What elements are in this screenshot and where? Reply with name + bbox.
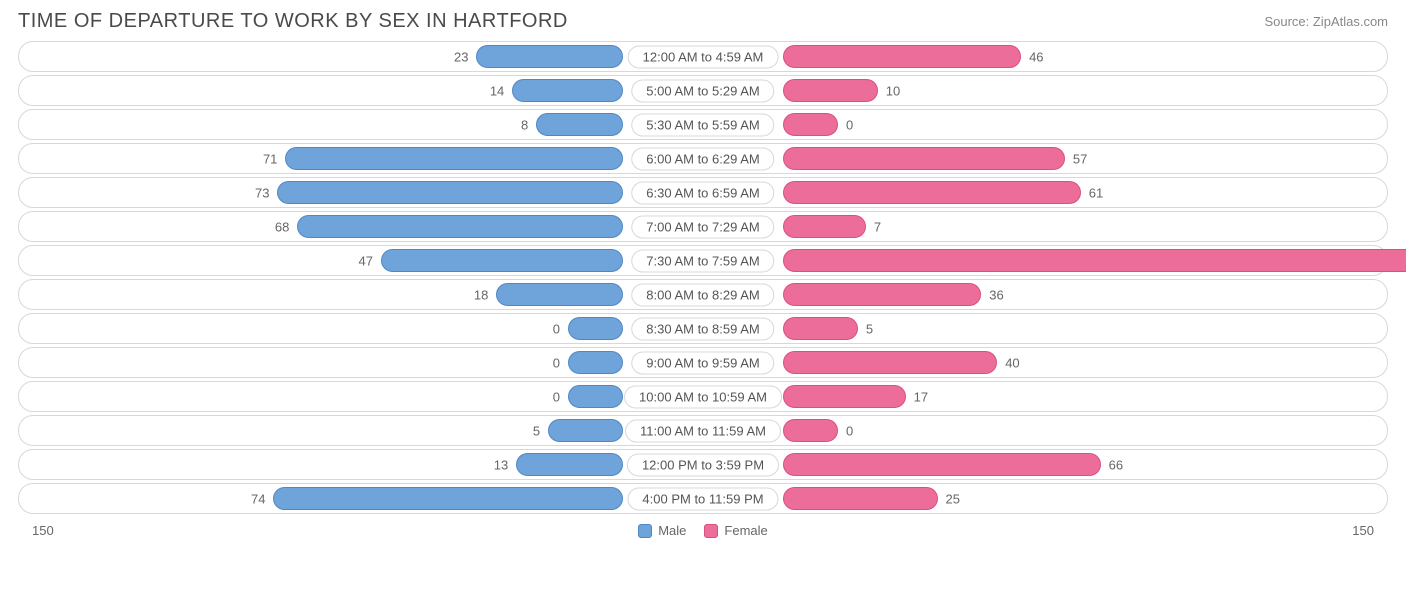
value-label-male: 18 (474, 287, 488, 302)
swatch-female-icon (704, 524, 718, 538)
value-label-female: 40 (1005, 355, 1019, 370)
value-label-female: 10 (886, 83, 900, 98)
value-label-female: 57 (1073, 151, 1087, 166)
bar-male (516, 453, 623, 476)
legend-label-female: Female (724, 523, 767, 538)
bar-male (568, 317, 623, 340)
chart-area: 23 46 12:00 AM to 4:59 AM 14 10 5:00 AM to 5:… (0, 41, 1406, 514)
bar-female (783, 385, 906, 408)
value-label-female: 66 (1109, 457, 1123, 472)
axis-left-max: 150 (32, 523, 54, 538)
row-category-label: 8:00 AM to 8:29 AM (631, 283, 774, 306)
chart-row: 74 25 4:00 PM to 11:59 PM (18, 483, 1388, 514)
bar-male (285, 147, 623, 170)
legend-item-male: Male (638, 523, 686, 538)
bar-male (273, 487, 623, 510)
chart-row: 0 5 8:30 AM to 8:59 AM (18, 313, 1388, 344)
value-label-female: 17 (914, 389, 928, 404)
bar-male (297, 215, 623, 238)
value-label-male: 0 (553, 321, 560, 336)
chart-source: Source: ZipAtlas.com (1264, 14, 1388, 29)
bar-female (783, 147, 1065, 170)
chart-row: 68 7 7:00 AM to 7:29 AM (18, 211, 1388, 242)
row-category-label: 5:30 AM to 5:59 AM (631, 113, 774, 136)
value-label-male: 8 (521, 117, 528, 132)
row-category-label: 5:00 AM to 5:29 AM (631, 79, 774, 102)
chart-row: 71 57 6:00 AM to 6:29 AM (18, 143, 1388, 174)
value-label-female: 0 (846, 423, 853, 438)
value-label-female: 7 (874, 219, 881, 234)
bar-female (783, 79, 878, 102)
chart-row: 14 10 5:00 AM to 5:29 AM (18, 75, 1388, 106)
bar-male (277, 181, 623, 204)
row-category-label: 7:30 AM to 7:59 AM (631, 249, 774, 272)
bar-female (783, 45, 1021, 68)
chart-row: 13 66 12:00 PM to 3:59 PM (18, 449, 1388, 480)
chart-row: 471497:30 AM to 7:59 AM (18, 245, 1388, 276)
bar-female (783, 351, 997, 374)
value-label-male: 71 (263, 151, 277, 166)
row-category-label: 12:00 AM to 4:59 AM (628, 45, 779, 68)
row-category-label: 9:00 AM to 9:59 AM (631, 351, 774, 374)
row-category-label: 4:00 PM to 11:59 PM (627, 487, 778, 510)
bar-male (548, 419, 623, 442)
bar-female (783, 181, 1081, 204)
chart-row: 5 0 11:00 AM to 11:59 AM (18, 415, 1388, 446)
bar-male (568, 385, 623, 408)
bar-female (783, 419, 838, 442)
row-category-label: 8:30 AM to 8:59 AM (631, 317, 774, 340)
chart-row: 23 46 12:00 AM to 4:59 AM (18, 41, 1388, 72)
chart-footer: 150 Male Female 150 (0, 517, 1406, 538)
row-category-label: 6:00 AM to 6:29 AM (631, 147, 774, 170)
value-label-male: 5 (533, 423, 540, 438)
value-label-male: 47 (358, 253, 372, 268)
bar-female (783, 453, 1101, 476)
chart-row: 0 17 10:00 AM to 10:59 AM (18, 381, 1388, 412)
row-category-label: 10:00 AM to 10:59 AM (624, 385, 782, 408)
bar-male (568, 351, 623, 374)
value-label-female: 46 (1029, 49, 1043, 64)
bar-female (783, 487, 938, 510)
value-label-female: 36 (989, 287, 1003, 302)
value-label-male: 13 (494, 457, 508, 472)
bar-male (496, 283, 623, 306)
chart-row: 73 61 6:30 AM to 6:59 AM (18, 177, 1388, 208)
row-category-label: 11:00 AM to 11:59 AM (625, 419, 781, 442)
value-label-male: 23 (454, 49, 468, 64)
chart-row: 18 36 8:00 AM to 8:29 AM (18, 279, 1388, 310)
bar-male (536, 113, 623, 136)
value-label-male: 74 (251, 491, 265, 506)
row-category-label: 12:00 PM to 3:59 PM (627, 453, 779, 476)
bar-male (381, 249, 623, 272)
chart-header: TIME OF DEPARTURE TO WORK BY SEX IN HART… (0, 0, 1406, 41)
row-category-label: 7:00 AM to 7:29 AM (631, 215, 774, 238)
bar-female (783, 283, 981, 306)
value-label-male: 73 (255, 185, 269, 200)
row-category-label: 6:30 AM to 6:59 AM (631, 181, 774, 204)
value-label-male: 68 (275, 219, 289, 234)
value-label-female: 5 (866, 321, 873, 336)
legend-label-male: Male (658, 523, 686, 538)
value-label-female: 0 (846, 117, 853, 132)
value-label-male: 0 (553, 389, 560, 404)
value-label-male: 14 (490, 83, 504, 98)
swatch-male-icon (638, 524, 652, 538)
bar-male (512, 79, 623, 102)
bar-female (783, 113, 838, 136)
bar-female (783, 215, 866, 238)
chart-title: TIME OF DEPARTURE TO WORK BY SEX IN HART… (18, 10, 568, 33)
chart-row: 8 0 5:30 AM to 5:59 AM (18, 109, 1388, 140)
legend: Male Female (638, 523, 768, 538)
chart-row: 0 40 9:00 AM to 9:59 AM (18, 347, 1388, 378)
bar-female (783, 249, 1406, 272)
value-label-female: 25 (946, 491, 960, 506)
legend-item-female: Female (704, 523, 767, 538)
bar-female (783, 317, 858, 340)
value-label-male: 0 (553, 355, 560, 370)
axis-right-max: 150 (1352, 523, 1374, 538)
value-label-female: 61 (1089, 185, 1103, 200)
bar-male (476, 45, 623, 68)
